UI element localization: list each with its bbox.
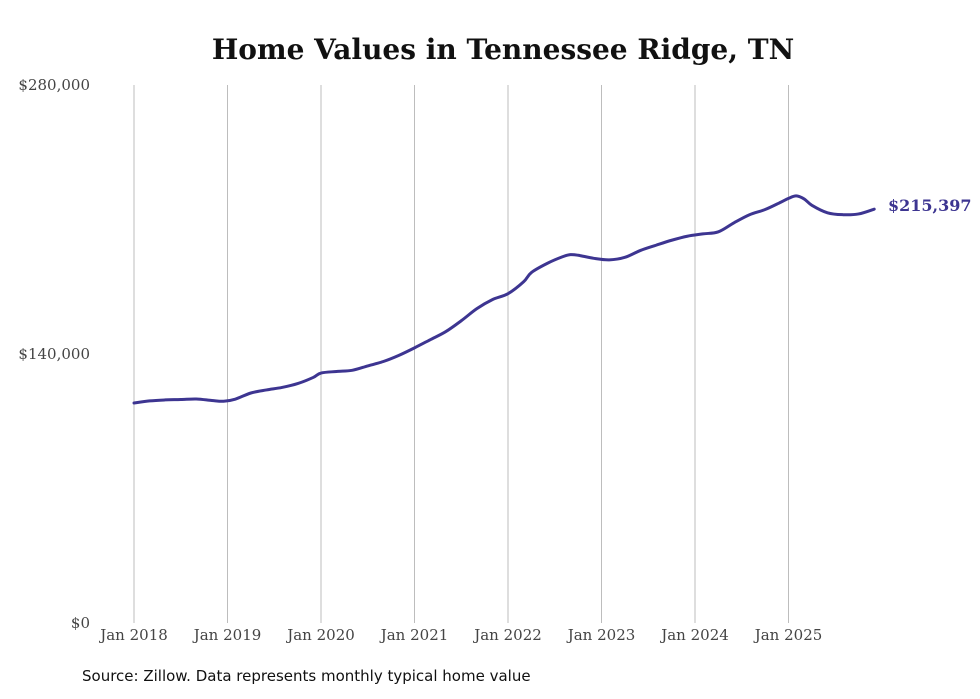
x-tick-label-2022: Jan 2022 — [472, 626, 542, 644]
y-tick-label-280000: $280,000 — [18, 76, 90, 94]
home-value-line — [132, 194, 876, 405]
gridlines — [133, 85, 789, 623]
y-tick-label-0: $0 — [71, 614, 90, 632]
source-note: Source: Zillow. Data represents monthly … — [82, 667, 531, 685]
x-axis-ticks: Jan 2018 Jan 2019 Jan 2020 Jan 2021 Jan 2022… — [98, 626, 822, 644]
x-tick-label-2019: Jan 2019 — [192, 626, 262, 644]
chart-title: Home Values in Tennessee Ridge, TN — [212, 33, 794, 66]
x-tick-label-2025: Jan 2025 — [753, 626, 823, 644]
last-value-label: $215,397 — [888, 196, 972, 215]
x-tick-label-2023: Jan 2023 — [566, 626, 636, 644]
y-axis-ticks: $0 $140,000 $280,000 — [18, 76, 90, 632]
x-tick-label-2020: Jan 2020 — [285, 626, 355, 644]
x-tick-label-2024: Jan 2024 — [659, 626, 729, 644]
x-tick-label-2021: Jan 2021 — [379, 626, 449, 644]
y-tick-label-140000: $140,000 — [18, 345, 90, 363]
x-tick-label-2018: Jan 2018 — [98, 626, 168, 644]
